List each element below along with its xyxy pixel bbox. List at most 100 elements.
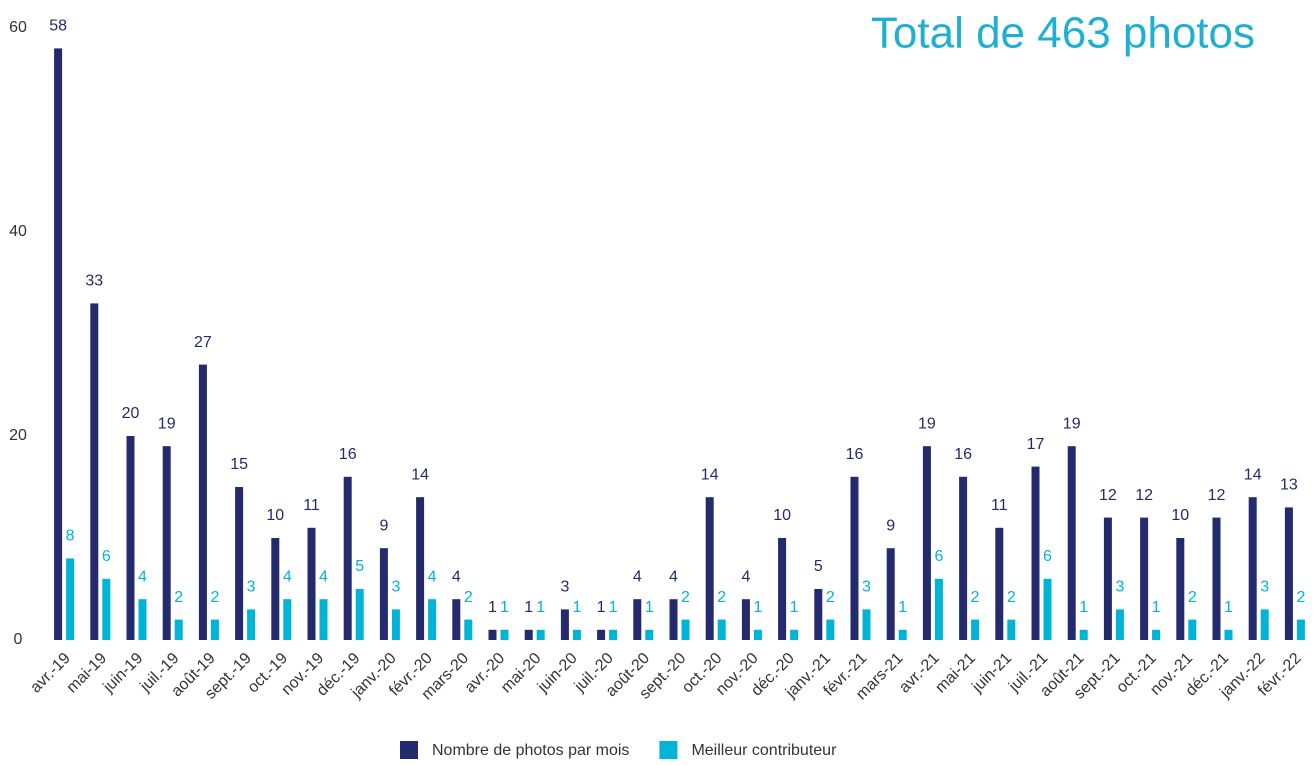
bar [850,476,859,640]
bar [681,619,690,640]
value-label: 16 [846,446,864,463]
bar [898,629,907,640]
value-label: 17 [1027,436,1045,453]
value-label: 1 [609,599,618,616]
value-label: 1 [790,599,799,616]
bar [1296,619,1305,640]
bar [464,619,473,640]
value-label: 11 [991,497,1008,514]
value-label: 1 [1079,599,1088,616]
bar [319,599,328,640]
value-label: 4 [633,568,642,585]
bar [1224,629,1233,640]
value-label: 27 [194,334,212,351]
bar [1260,609,1269,640]
bar [343,476,352,640]
value-label: 4 [741,568,750,585]
x-tick-label: avr.-20 [462,650,509,697]
value-label: 1 [645,599,654,616]
bar [283,599,292,640]
value-label: 10 [1171,507,1189,524]
value-label: 2 [1007,589,1016,606]
value-label: 3 [247,579,256,596]
value-label: 16 [339,446,357,463]
value-label: 12 [1135,487,1153,504]
value-label: 10 [773,507,791,524]
value-label: 9 [886,517,895,534]
x-tick-label: mai-21 [932,650,979,697]
bar [307,527,316,640]
value-label: 4 [669,568,678,585]
value-label: 12 [1099,487,1117,504]
bar [416,497,425,640]
x-tick-label: avr.-19 [27,650,74,697]
value-label: 3 [1260,579,1269,596]
value-label: 2 [971,589,980,606]
value-label: 2 [210,589,219,606]
value-label: 1 [1224,599,1233,616]
bar [1031,466,1040,640]
bar [536,629,545,640]
bar [210,619,219,640]
bar [1079,629,1088,640]
bar [355,589,364,640]
value-label: 4 [452,568,461,585]
value-label: 2 [1296,589,1305,606]
value-label: 12 [1208,487,1226,504]
value-label: 2 [717,589,726,606]
value-label: 3 [862,579,871,596]
legend-label: Meilleur contributeur [691,742,837,759]
value-label: 14 [701,466,719,483]
bar [1176,538,1185,640]
bar [645,629,654,640]
value-label: 2 [826,589,835,606]
bar [790,629,799,640]
bar [959,476,968,640]
bar [126,436,135,640]
value-label: 4 [428,568,437,585]
bar [995,527,1004,640]
value-label: 8 [66,528,75,545]
y-tick-label: 60 [9,19,27,36]
bar [488,629,497,640]
bar [138,599,147,640]
bar [778,538,787,640]
y-tick-label: 20 [9,427,27,444]
bar [572,629,581,640]
legend-label: Nombre de photos par mois [432,742,629,759]
bar [174,619,183,640]
value-label: 16 [954,446,972,463]
bar [379,548,388,640]
value-label: 9 [379,517,388,534]
value-label: 1 [536,599,545,616]
bar [922,446,931,640]
bar [235,487,244,640]
bar [609,629,618,640]
bar [162,446,171,640]
value-label: 4 [319,568,328,585]
bar [54,48,63,640]
value-label: 6 [102,548,111,565]
value-label: 33 [85,273,103,290]
bar [1115,609,1124,640]
bar [886,548,895,640]
bar [1284,507,1293,640]
y-tick-label: 0 [14,631,23,648]
value-label: 3 [1115,579,1124,596]
bar [198,364,207,640]
value-label: 19 [158,415,176,432]
bar [934,578,943,640]
bar [391,609,400,640]
bar [66,558,75,640]
value-label: 1 [572,599,581,616]
bar [597,629,606,640]
bar [247,609,256,640]
value-label: 15 [230,456,248,473]
value-label: 11 [303,497,320,514]
bar [753,629,762,640]
value-label: 6 [1043,548,1052,565]
value-label: 2 [464,589,473,606]
bar [633,599,642,640]
bar [717,619,726,640]
